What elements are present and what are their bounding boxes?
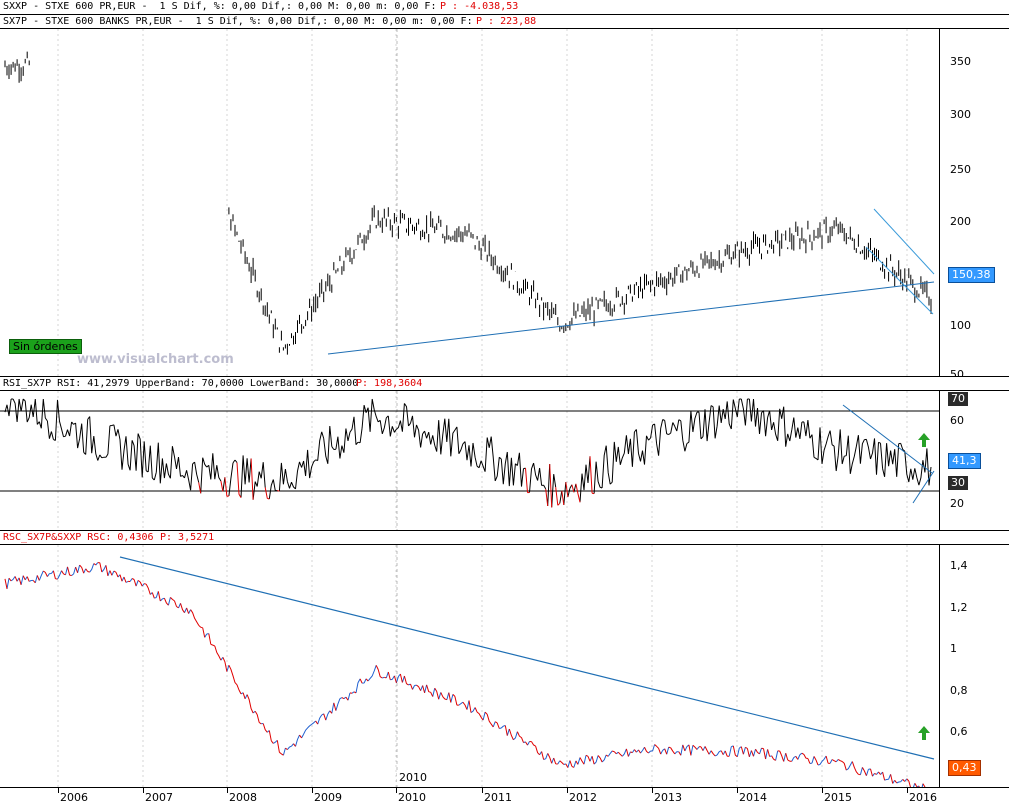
price-chart[interactable] <box>0 29 939 376</box>
year-tick <box>907 788 908 793</box>
price-panel-header: SX7P - STXE 600 BANKS PR,EUR - 1 S Dif, … <box>0 15 1009 29</box>
rsc-last-tag: 0,43 <box>948 760 981 776</box>
year-label: 2009 <box>314 791 342 804</box>
rsi-last-tag: 41,3 <box>948 453 981 469</box>
year-label: 2010 <box>398 791 426 804</box>
rsi-panel-header: RSI_SX7P RSI: 41,2979 UpperBand: 70,0000… <box>0 377 1009 391</box>
year-tick <box>482 788 483 793</box>
rsi-lower-band-tag: 30 <box>948 476 968 490</box>
year-label: 2006 <box>60 791 88 804</box>
rsi-trendline <box>912 470 935 504</box>
year-tick <box>143 788 144 793</box>
rsi-tick: 60 <box>950 414 964 427</box>
price-tick: 100 <box>950 319 971 332</box>
rsi-header-text: RSI_SX7P RSI: 41,2979 UpperBand: 70,0000… <box>3 378 359 389</box>
year-tick <box>396 788 397 793</box>
rsi-chart[interactable] <box>0 391 939 531</box>
year-label: 2008 <box>229 791 257 804</box>
price-bars <box>4 51 932 355</box>
price-tick: 50 <box>950 368 964 376</box>
rsc-panel-header: RSC_SX7P&SXXP RSC: 0,4306 P: 3,5271 <box>0 531 1009 545</box>
rsi-panel[interactable]: RSI_SX7P RSI: 41,2979 UpperBand: 70,0000… <box>0 376 1009 531</box>
rsi-upper-band-tag: 70 <box>948 392 968 406</box>
rsi-header-price: P: 198,3604 <box>356 378 423 389</box>
year-label: 2012 <box>569 791 597 804</box>
rsc-panel[interactable]: RSC_SX7P&SXXP RSC: 0,4306 P: 3,5271 1,4 … <box>0 530 1009 788</box>
year-tick <box>312 788 313 793</box>
rsc-falling-line <box>4 562 926 788</box>
year-tick <box>227 788 228 793</box>
rsc-trendline <box>119 556 935 760</box>
sxxp-header-text: SXXP - STXE 600 PR,EUR - 1 S Dif, %: 0,0… <box>3 1 437 12</box>
rsc-tick: 0,6 <box>950 725 968 738</box>
main-title-bar: SXXP - STXE 600 PR,EUR - 1 S Dif, %: 0,0… <box>0 0 1009 15</box>
rsc-axis-line <box>939 545 940 788</box>
price-tick: 200 <box>950 215 971 228</box>
price-tick: 300 <box>950 108 971 121</box>
channel-upper-line <box>873 208 935 275</box>
year-tick <box>58 788 59 793</box>
year-label: 2016 <box>909 791 937 804</box>
rsc-tick: 1,2 <box>950 601 968 614</box>
sxxp-header-price: P : -4.038,53 <box>440 1 519 12</box>
watermark: www.visualchart.com <box>77 352 234 367</box>
rsi-oversold-line <box>198 456 595 508</box>
rsc-header-text: RSC_SX7P&SXXP RSC: 0,4306 <box>3 532 154 543</box>
price-tick: 350 <box>950 55 971 68</box>
support-trendline <box>327 281 935 355</box>
up-arrow-icon <box>918 726 930 740</box>
rsi-line <box>4 398 932 508</box>
price-series <box>4 51 932 355</box>
rsc-tick: 1,4 <box>950 559 968 572</box>
year-label: 2007 <box>145 791 173 804</box>
price-axis-line <box>939 29 940 376</box>
year-label: 2015 <box>824 791 852 804</box>
year-label: 2014 <box>739 791 767 804</box>
year-tick <box>567 788 568 793</box>
price-last-tag: 150,38 <box>948 267 995 283</box>
up-arrow-icon <box>918 433 930 447</box>
rsc-header-price: P: 3,5271 <box>160 532 215 543</box>
year-tick <box>652 788 653 793</box>
price-panel[interactable]: SX7P - STXE 600 BANKS PR,EUR - 1 S Dif, … <box>0 15 1009 376</box>
rsc-tick: 1 <box>950 642 957 655</box>
rsc-chart[interactable] <box>0 545 939 788</box>
year-label: 2011 <box>484 791 512 804</box>
date-axis: 2006 2007 2008 2009 2010 2011 2012 2013 2014 2015… <box>0 771 1009 807</box>
rsc-rising-line <box>6 562 932 788</box>
rsi-trendline <box>842 404 933 474</box>
channel-lower-line <box>865 246 934 315</box>
orders-status-button[interactable]: Sin órdenes <box>9 339 82 354</box>
year-tick <box>737 788 738 793</box>
sx7p-header-price: P : 223,88 <box>476 16 537 27</box>
year-tick <box>822 788 823 793</box>
sx7p-header-text: SX7P - STXE 600 BANKS PR,EUR - 1 S Dif, … <box>3 16 473 27</box>
rsc-tick: 0,8 <box>950 684 968 697</box>
price-tick: 250 <box>950 163 971 176</box>
rsi-axis-line <box>939 391 940 531</box>
cursor-date-label: 2010 <box>397 771 429 784</box>
year-label: 2013 <box>654 791 682 804</box>
rsi-tick: 20 <box>950 497 964 510</box>
